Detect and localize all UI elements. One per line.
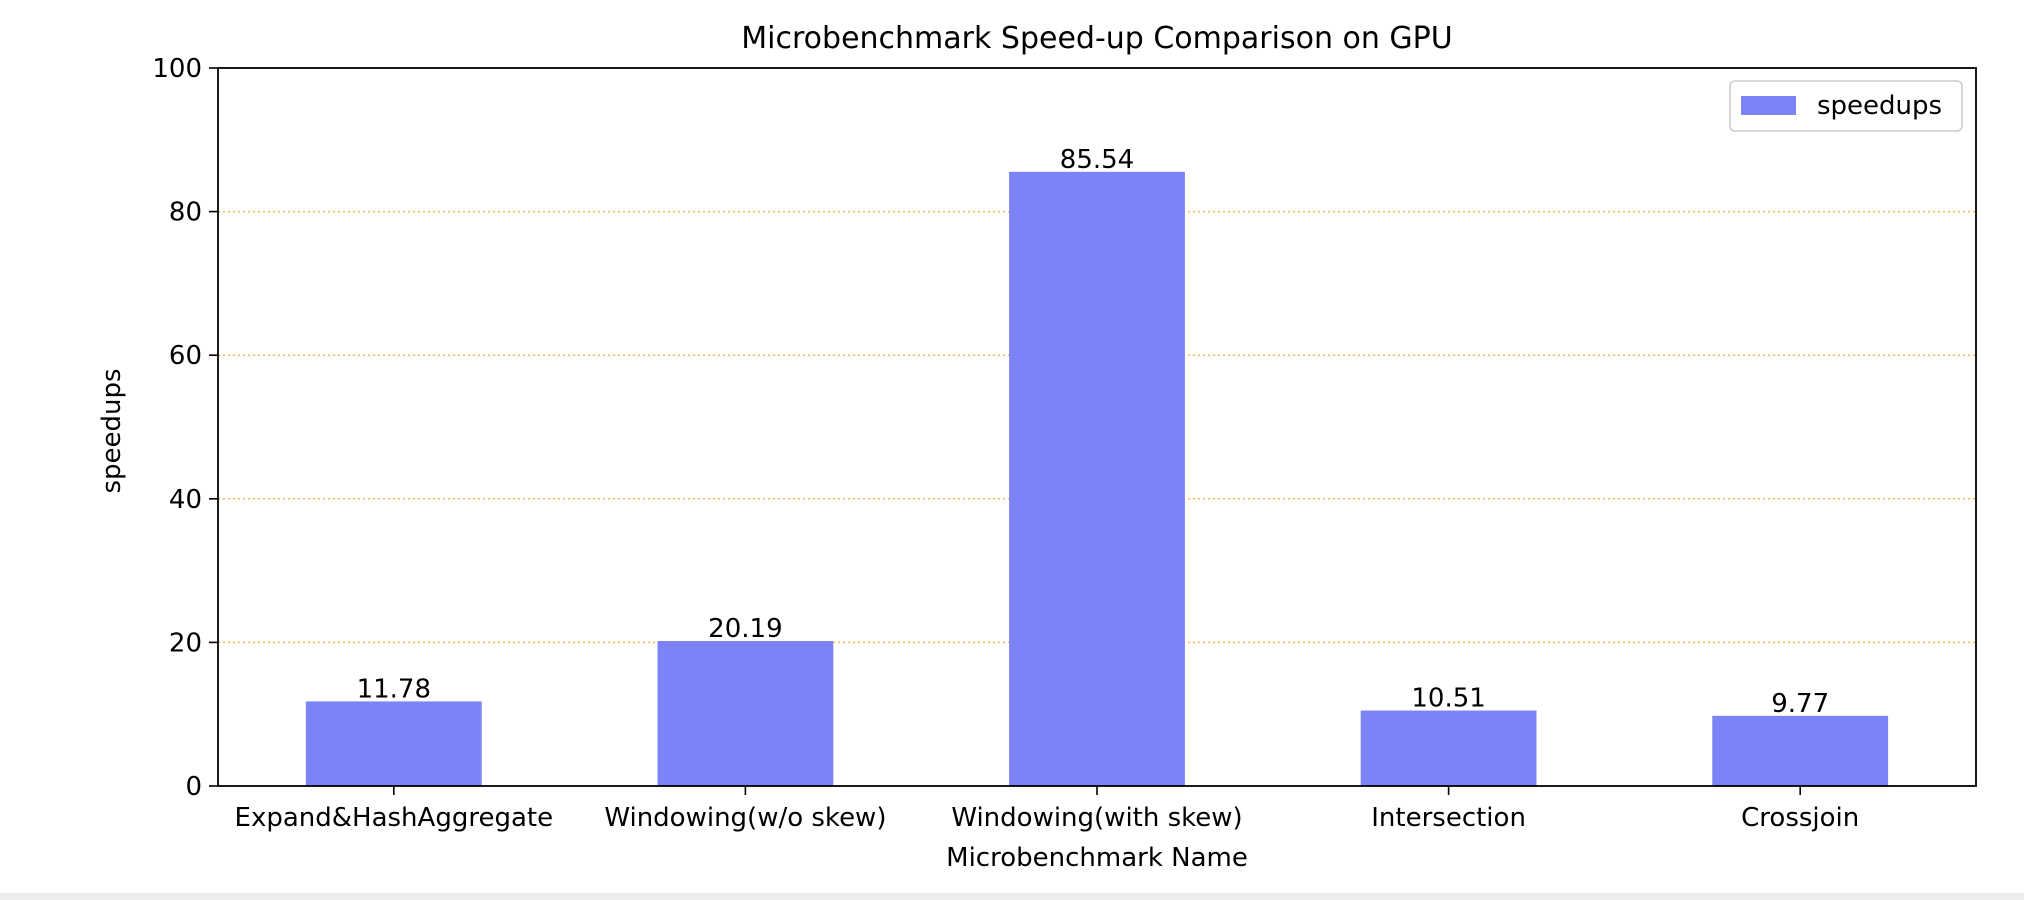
bar-value-label: 9.77: [1771, 689, 1829, 719]
legend-label: speedups: [1817, 91, 1942, 121]
y-tick-label: 100: [152, 54, 202, 84]
bottom-edge-strip: [0, 893, 2024, 900]
plot-frame: [217, 67, 1977, 787]
y-tick-label: 40: [169, 485, 202, 515]
legend-swatch: [1741, 96, 1796, 115]
plot-area: 11.78 Expand&HashAggregate 20.19 Windowing(…: [152, 54, 1977, 833]
chart-title: Microbenchmark Speed-up Comparison on GP…: [741, 21, 1452, 56]
bar-value-label: 10.51: [1411, 684, 1485, 714]
x-axis-label: Microbenchmark Name: [946, 843, 1248, 873]
y-tick-label: 80: [169, 198, 202, 228]
bar-value-label: 20.19: [708, 614, 782, 644]
bar: [1360, 710, 1537, 786]
x-tick-label: Windowing(with skew): [951, 803, 1242, 833]
x-tick-label: Windowing(w/o skew): [604, 803, 886, 833]
legend: speedups: [1729, 80, 1963, 132]
bar: [305, 701, 482, 786]
x-tick-label: Expand&HashAggregate: [235, 803, 554, 833]
y-tick-label: 0: [185, 772, 202, 802]
x-tick-label: Intersection: [1371, 803, 1526, 833]
bar-value-label: 85.54: [1060, 145, 1134, 175]
y-axis-label: speedups: [97, 368, 127, 493]
x-tick-label: Crossjoin: [1741, 803, 1859, 833]
y-tick-label: 20: [169, 628, 202, 658]
bar-value-label: 11.78: [357, 674, 431, 704]
bar: [657, 641, 834, 786]
y-tick-label: 60: [169, 341, 202, 371]
bar: [1712, 715, 1889, 786]
bar: [1009, 171, 1185, 786]
legend-box: [1729, 80, 1963, 132]
